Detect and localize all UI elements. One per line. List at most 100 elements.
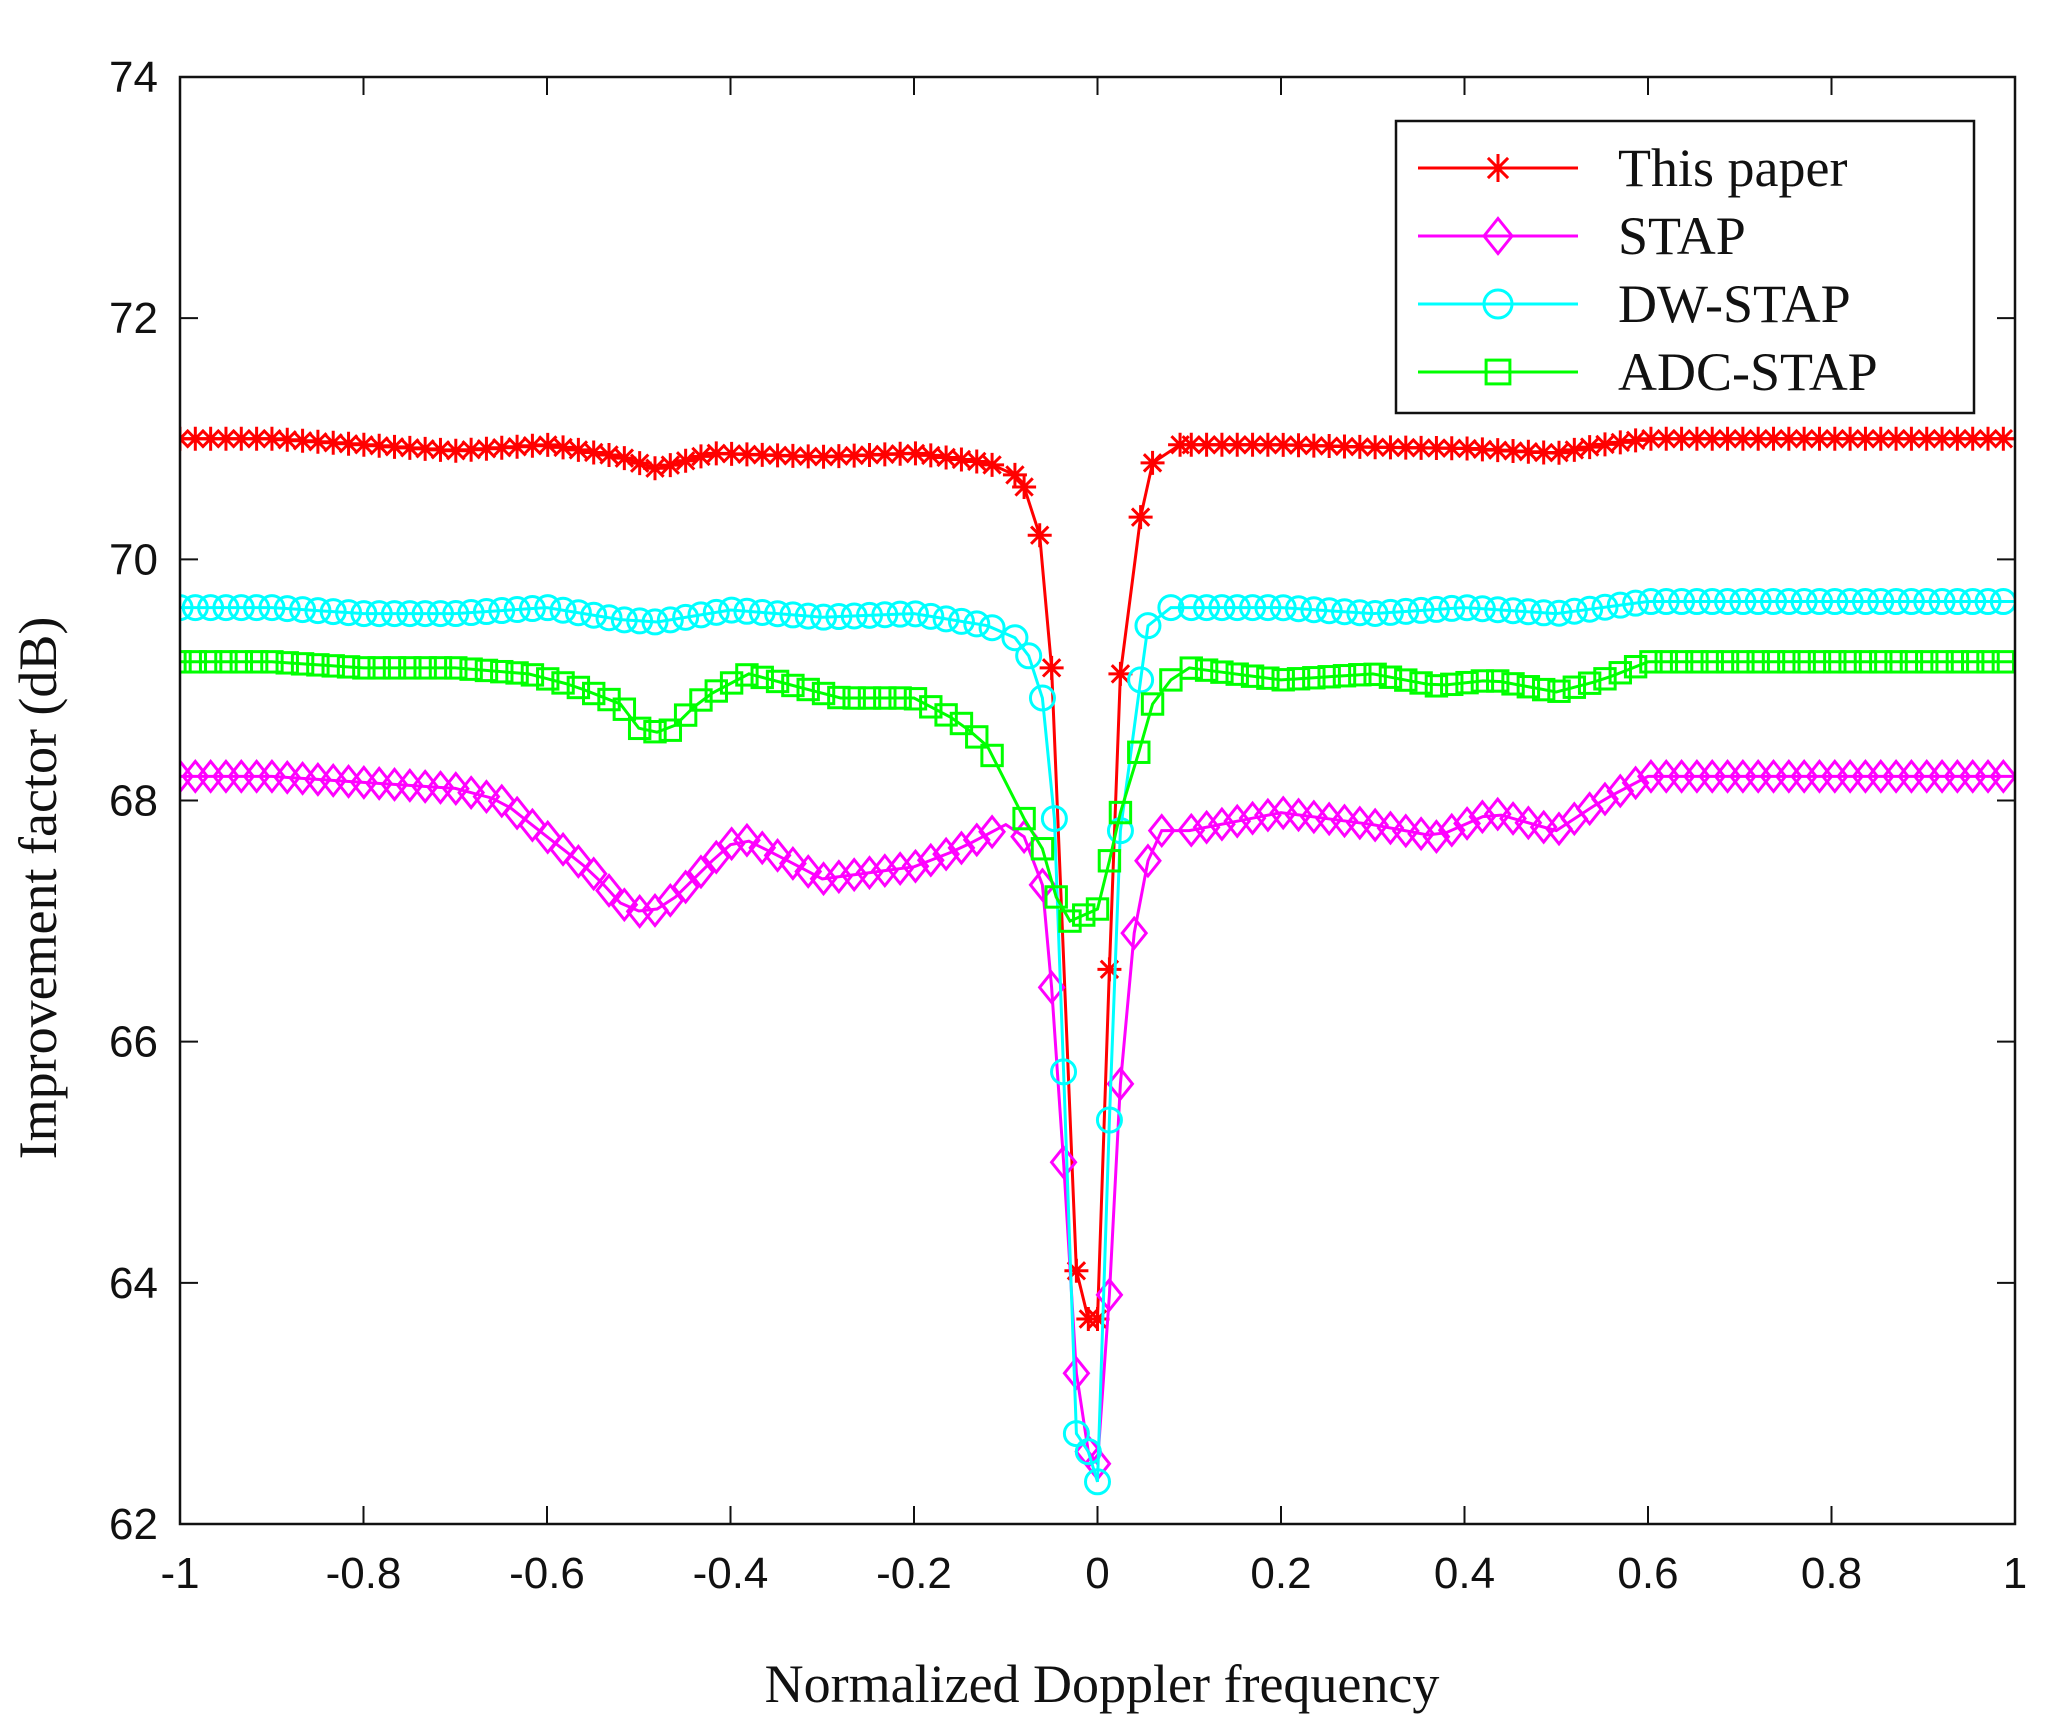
data-point bbox=[229, 650, 253, 674]
data-point bbox=[1501, 672, 1525, 696]
y-tick-label: 62 bbox=[109, 1500, 158, 1549]
data-point bbox=[1943, 588, 1971, 616]
data-point bbox=[1928, 588, 1956, 616]
data-point bbox=[888, 441, 913, 466]
data-point bbox=[934, 703, 958, 727]
data-point bbox=[610, 606, 638, 634]
data-point bbox=[520, 663, 545, 687]
data-point bbox=[1514, 598, 1542, 626]
data-point bbox=[1159, 668, 1183, 692]
data-point bbox=[1486, 669, 1510, 693]
data-point bbox=[595, 873, 623, 908]
data-point bbox=[688, 444, 713, 469]
data-point bbox=[1729, 588, 1757, 616]
data-point bbox=[336, 431, 361, 456]
data-point bbox=[1976, 426, 2001, 451]
data-point bbox=[352, 656, 376, 680]
data-point bbox=[733, 597, 761, 625]
data-point bbox=[413, 656, 437, 680]
data-point bbox=[1606, 773, 1635, 809]
data-point bbox=[949, 711, 974, 736]
data-point bbox=[1683, 588, 1711, 616]
data-point bbox=[549, 596, 577, 624]
data-point bbox=[505, 434, 530, 459]
data-point bbox=[1792, 650, 1816, 674]
data-point bbox=[870, 853, 899, 889]
data-point bbox=[1194, 658, 1219, 682]
data-point bbox=[1960, 426, 1985, 451]
data-point bbox=[1746, 650, 1770, 674]
data-point bbox=[748, 830, 777, 866]
data-point bbox=[1330, 598, 1358, 626]
data-point bbox=[1253, 797, 1282, 833]
data-point bbox=[840, 602, 868, 630]
data-point bbox=[1593, 667, 1617, 691]
data-point bbox=[1028, 684, 1056, 712]
data-point bbox=[1775, 588, 1803, 616]
data-point bbox=[1639, 650, 1663, 674]
data-point bbox=[672, 603, 700, 631]
data-point bbox=[1715, 426, 1740, 451]
data-point bbox=[579, 856, 608, 892]
data-point bbox=[580, 601, 608, 629]
data-point bbox=[872, 442, 897, 467]
data-point bbox=[1761, 426, 1786, 451]
data-point bbox=[1516, 675, 1541, 699]
data-point bbox=[1483, 796, 1512, 832]
data-point bbox=[978, 614, 1006, 642]
data-point bbox=[842, 686, 866, 710]
data-point bbox=[1731, 650, 1755, 674]
data-point bbox=[1225, 662, 1249, 686]
data-point bbox=[826, 444, 851, 469]
data-point bbox=[1210, 660, 1234, 684]
data-point bbox=[1192, 809, 1221, 845]
data-point bbox=[1989, 758, 2015, 794]
legend-item: This paper bbox=[1418, 138, 1847, 198]
data-point bbox=[1961, 650, 1985, 674]
data-point bbox=[214, 650, 238, 674]
data-point bbox=[918, 443, 943, 468]
data-point bbox=[198, 650, 223, 674]
data-point bbox=[442, 600, 470, 628]
data-point bbox=[1177, 594, 1205, 622]
data-point bbox=[1531, 677, 1556, 702]
data-point bbox=[1882, 588, 1910, 616]
data-point bbox=[273, 595, 301, 623]
data-point bbox=[1255, 432, 1280, 457]
data-point bbox=[534, 594, 562, 622]
data-point bbox=[980, 743, 1004, 768]
data-point bbox=[1760, 588, 1788, 616]
data-point bbox=[549, 831, 577, 867]
data-point bbox=[305, 429, 330, 454]
y-tick-label: 68 bbox=[109, 777, 158, 826]
data-point bbox=[428, 437, 453, 462]
data-point bbox=[1240, 432, 1265, 457]
data-point bbox=[1085, 897, 1110, 921]
data-point bbox=[1654, 650, 1678, 674]
series-adc-stap bbox=[180, 650, 2015, 933]
data-point bbox=[520, 433, 545, 458]
data-point bbox=[1300, 596, 1328, 624]
data-point bbox=[1700, 426, 1725, 451]
data-point bbox=[536, 667, 560, 691]
data-point bbox=[1361, 599, 1389, 627]
data-point bbox=[656, 606, 684, 634]
legend-marker bbox=[1484, 154, 1512, 182]
data-point bbox=[748, 598, 776, 626]
data-point bbox=[488, 597, 516, 625]
data-point bbox=[871, 601, 899, 629]
legend-marker bbox=[1482, 288, 1514, 320]
data-point bbox=[1285, 595, 1313, 623]
data-point bbox=[1058, 909, 1082, 933]
data-point bbox=[304, 597, 332, 625]
data-point bbox=[1239, 594, 1267, 622]
data-point bbox=[917, 602, 945, 630]
data-point bbox=[472, 779, 501, 815]
data-point bbox=[1899, 650, 1924, 674]
data-point bbox=[1140, 450, 1165, 475]
data-point bbox=[1254, 594, 1282, 622]
data-point bbox=[1209, 432, 1234, 457]
legend-label: STAP bbox=[1618, 206, 1746, 266]
data-point bbox=[1897, 588, 1925, 616]
data-point bbox=[1700, 650, 1724, 674]
